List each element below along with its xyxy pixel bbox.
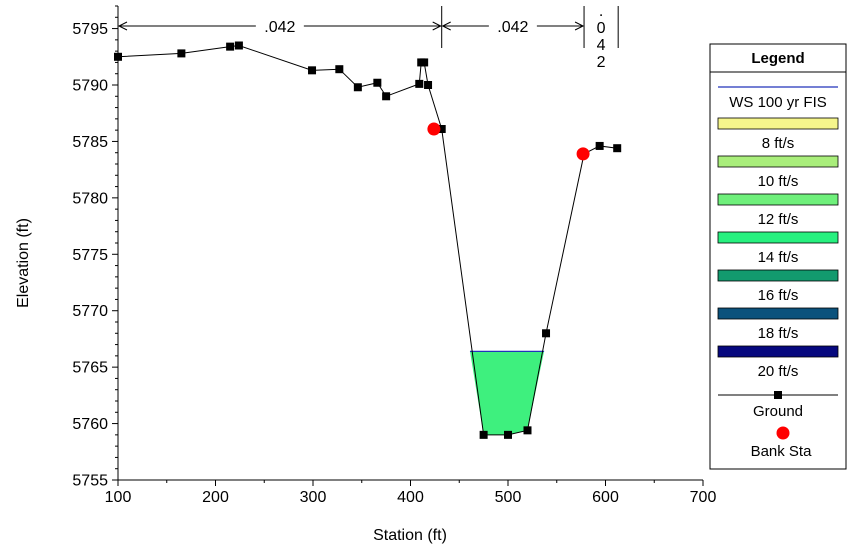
legend-label: 16 ft/s <box>758 287 799 304</box>
ground-point <box>420 58 429 67</box>
legend-band-swatch <box>717 269 839 282</box>
manning-arrow-head-right <box>432 21 442 31</box>
ground-point <box>308 66 317 75</box>
ground-point <box>504 430 512 439</box>
y-tick-label: 5785 <box>72 134 108 151</box>
ground-point <box>424 81 433 89</box>
y-tick-label: 5755 <box>72 473 108 490</box>
ground-line <box>117 44 618 436</box>
legend-label: Ground <box>753 403 803 420</box>
manning-n-label-char: . <box>599 3 603 20</box>
x-tick-label: 400 <box>397 489 424 506</box>
legend-label: WS 100 yr FIS <box>729 94 827 111</box>
legend-band-swatch <box>717 345 839 358</box>
axes <box>117 6 703 481</box>
legend-band-swatch <box>717 155 839 168</box>
manning-arrow-head-left <box>117 21 128 31</box>
ground-point <box>479 430 488 439</box>
manning-n-annotations: .042.042. 0 4 2 <box>117 3 619 71</box>
manning-n-label-char: 2 <box>597 54 606 71</box>
y-tick-label: 5775 <box>72 247 108 264</box>
legend-entries: WS 100 yr FIS 8 ft/s 10 ft/s 12 ft/s 14 ft/s… <box>717 86 839 460</box>
ground-point <box>613 144 622 153</box>
x-tick-label: 300 <box>300 489 327 506</box>
bank-station-series <box>427 122 590 161</box>
legend-label: 10 ft/s <box>758 173 799 190</box>
manning-n-label: .042 <box>264 19 295 36</box>
water-fill <box>469 351 545 435</box>
y-axis-label: Elevation (ft) <box>15 218 32 308</box>
manning-n-label-char: 4 <box>597 37 606 54</box>
legend-bank-marker <box>776 426 790 440</box>
y-tick-label: 5765 <box>72 360 108 377</box>
x-axis-ticks: 100 200 300 400 500 600 700 <box>105 480 717 506</box>
legend-band-swatch <box>717 193 839 206</box>
x-axis-label: Station (ft) <box>373 527 447 544</box>
bank-station-point <box>427 122 441 136</box>
x-tick-label: 200 <box>202 489 229 506</box>
y-tick-label: 5780 <box>72 190 108 207</box>
ground-series <box>114 41 622 439</box>
legend-label: Bank Sta <box>751 443 813 460</box>
ground-point <box>373 78 382 87</box>
legend-title: Legend <box>751 50 804 67</box>
legend: Legend WS 100 yr FIS 8 ft/s 10 ft/s 12 ft/s… <box>709 43 847 470</box>
ground-point <box>335 65 344 74</box>
manning-arrow-head-right <box>574 21 585 31</box>
legend-label: 18 ft/s <box>758 325 799 342</box>
y-tick-label: 5760 <box>72 416 108 433</box>
y-tick-label: 5770 <box>72 303 108 320</box>
ground-point <box>234 41 243 50</box>
x-tick-label: 100 <box>105 489 132 506</box>
x-tick-label: 500 <box>495 489 522 506</box>
ground-point <box>226 42 235 51</box>
x-tick-label: 700 <box>690 489 717 506</box>
x-tick-label: 600 <box>592 489 619 506</box>
y-axis-ticks: 5755 5760 5765 5770 5775 5780 5785 5790 5795 <box>72 5 118 490</box>
bank-station-point <box>576 147 590 161</box>
water-surface-area <box>469 350 545 435</box>
ground-point <box>382 92 391 101</box>
legend-band-swatch <box>717 117 839 130</box>
ground-point <box>542 329 551 338</box>
ground-point <box>595 141 604 150</box>
manning-n-label-char: 0 <box>597 20 606 37</box>
y-tick-label: 5795 <box>72 21 108 38</box>
ground-point <box>114 52 122 61</box>
y-tick-label: 5790 <box>72 78 108 95</box>
legend-label: 12 ft/s <box>758 211 799 228</box>
legend-band-swatch <box>717 231 839 244</box>
ground-point <box>177 49 186 58</box>
ground-point <box>353 83 362 92</box>
ground-point <box>437 125 446 134</box>
legend-ground-marker <box>774 391 782 399</box>
manning-n-label: .042 <box>497 19 528 36</box>
legend-label: 8 ft/s <box>762 135 795 152</box>
legend-label: 14 ft/s <box>758 249 799 266</box>
ground-point <box>415 79 424 88</box>
ground-point <box>523 426 532 435</box>
manning-arrow-head-left <box>441 21 451 31</box>
legend-band-swatch <box>717 307 839 320</box>
legend-label: 20 ft/s <box>758 363 799 380</box>
